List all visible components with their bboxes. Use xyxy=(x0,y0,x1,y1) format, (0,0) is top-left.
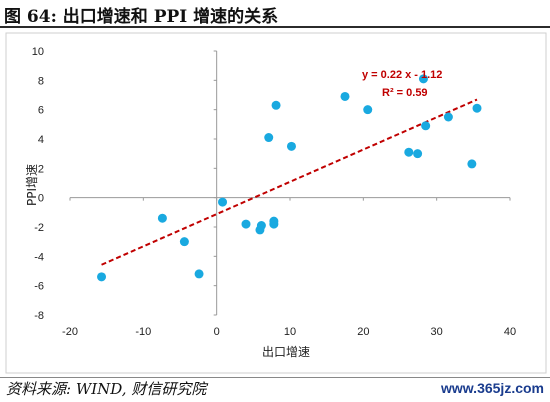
data-point xyxy=(404,147,414,157)
title-divider xyxy=(0,26,550,28)
data-point xyxy=(179,237,189,247)
x-tick-label: 40 xyxy=(504,326,516,338)
data-point xyxy=(472,103,482,113)
x-tick-label: 20 xyxy=(357,326,369,338)
data-point xyxy=(443,112,453,122)
x-tick-label: -10 xyxy=(135,326,151,338)
y-tick-label: -4 xyxy=(34,251,44,263)
y-tick-label: -6 xyxy=(34,281,44,293)
y-tick-label: 2 xyxy=(38,163,44,175)
trendline-r-squared: R² = 0.59 xyxy=(382,87,428,99)
x-tick-label: -20 xyxy=(62,326,78,338)
y-tick-label: -2 xyxy=(34,222,44,234)
data-point xyxy=(97,272,107,282)
watermark-link[interactable]: www.365jz.com xyxy=(441,380,544,396)
data-point xyxy=(269,216,279,226)
trendline-equation: y = 0.22 x - 1.12 xyxy=(362,69,442,81)
data-points xyxy=(97,74,482,282)
data-point xyxy=(467,159,477,169)
data-point xyxy=(194,269,204,279)
data-point xyxy=(271,100,281,110)
y-tick-label: 6 xyxy=(38,105,44,117)
chart-frame xyxy=(5,32,547,374)
y-tick-label: 10 xyxy=(32,46,44,58)
y-tick-label: 0 xyxy=(38,193,44,205)
x-tick-label: 0 xyxy=(214,326,220,338)
data-point xyxy=(264,133,274,143)
y-tick-label: 8 xyxy=(38,75,44,87)
data-point xyxy=(363,105,373,115)
data-point xyxy=(218,197,228,207)
y-tick-label: 4 xyxy=(38,134,44,146)
data-point xyxy=(340,91,350,101)
x-axis-label: 出口增速 xyxy=(262,345,310,359)
source-note: 资料来源: WIND, 财信研究院 xyxy=(6,380,207,398)
x-tick-label: 10 xyxy=(284,326,296,338)
data-point xyxy=(157,213,167,223)
y-tick-label: -8 xyxy=(34,310,44,322)
data-point xyxy=(256,221,266,231)
figure-title: 图 64: 出口增速和 PPI 增速的关系 xyxy=(4,7,279,27)
data-point xyxy=(286,141,296,151)
y-axis-label: PPI增速 xyxy=(25,164,39,206)
data-point xyxy=(241,219,251,229)
x-tick-label: 30 xyxy=(431,326,443,338)
trendline-layer xyxy=(101,98,478,266)
data-point xyxy=(413,149,423,159)
data-point xyxy=(418,74,428,84)
trendline xyxy=(101,98,478,266)
footer-divider xyxy=(0,377,550,378)
data-point xyxy=(421,121,431,131)
